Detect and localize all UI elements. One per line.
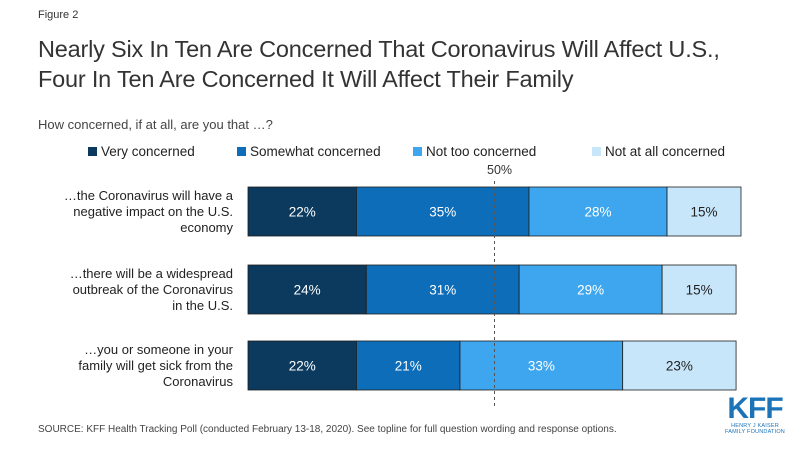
data-label: 21%: [395, 359, 422, 374]
data-label: 33%: [528, 359, 555, 374]
bar-segment: [356, 340, 461, 391]
category-label-line: economy: [180, 219, 233, 235]
legend-item-1: Very concerned: [88, 144, 195, 159]
legend-label: Not at all concerned: [605, 144, 726, 159]
bar-segment: [518, 264, 663, 315]
title-line-2: Four In Ten Are Concerned It Will Affect…: [38, 66, 574, 92]
data-label: 28%: [585, 205, 612, 220]
legend-label: Very concerned: [101, 144, 195, 159]
legend-label: Somewhat concerned: [250, 144, 381, 159]
data-label: 15%: [686, 283, 713, 298]
legend-item-3: Not too concerned: [413, 144, 536, 159]
data-label: 15%: [691, 205, 718, 220]
category-label: …there will be a widespread outbreak of t…: [20, 266, 233, 314]
category-label-line: …the Coronavirus will have a: [63, 187, 233, 203]
data-label: 22%: [289, 205, 316, 220]
category-label-line: …there will be a widespread: [69, 265, 233, 281]
bar-segment: [247, 186, 357, 237]
bar-segment: [247, 340, 357, 391]
category-label-line: negative impact on the U.S.: [73, 203, 233, 219]
legend-item-2: Somewhat concerned: [237, 144, 381, 159]
legend-item-4: Not at all concerned: [592, 144, 725, 159]
source-note: SOURCE: KFF Health Tracking Poll (conduc…: [38, 424, 617, 435]
figure-label: Figure 2: [38, 9, 79, 21]
data-label: 35%: [429, 205, 456, 220]
question-subtitle: How concerned, if at all, are you that ……: [38, 117, 273, 132]
bar-segment: [622, 340, 737, 391]
data-label: 22%: [289, 359, 316, 374]
logo-mark: KFF: [727, 392, 783, 425]
legend-label: Not too concerned: [426, 144, 537, 159]
kff-logo: KFF HENRY J KAISER FAMILY FOUNDATION: [720, 392, 790, 436]
category-label-line: family will get sick from the: [78, 357, 233, 373]
bar-segment: [247, 264, 367, 315]
category-label-line: outbreak of the Coronavirus: [72, 281, 233, 297]
category-label-line: Coronavirus: [162, 373, 233, 389]
data-label: 29%: [577, 283, 604, 298]
bar-segment: [365, 264, 520, 315]
bar-segment: [356, 186, 530, 237]
category-label-line: …you or someone in your: [84, 341, 233, 357]
chart-title: Nearly Six In Ten Are Concerned That Cor…: [38, 34, 788, 94]
bar-segment: [666, 186, 742, 237]
category-label-line: in the U.S.: [172, 297, 233, 313]
legend-swatch: [592, 147, 601, 156]
bar-segment: [459, 340, 624, 391]
category-label: …you or someone in your family will get s…: [20, 342, 233, 390]
logo-line-1: HENRY J KAISER: [731, 423, 779, 429]
logo-line-2: FAMILY FOUNDATION: [725, 429, 785, 435]
legend-swatch: [88, 147, 97, 156]
data-label: 24%: [294, 283, 321, 298]
bar-segment: [528, 186, 668, 237]
legend-swatch: [237, 147, 246, 156]
reference-line-label: 50%: [487, 163, 513, 177]
bar-segment: [661, 264, 737, 315]
title-line-1: Nearly Six In Ten Are Concerned That Cor…: [38, 36, 720, 62]
category-label: …the Coronavirus will have a negative imp…: [20, 188, 233, 236]
legend-swatch: [413, 147, 422, 156]
data-label: 23%: [666, 359, 693, 374]
data-label: 31%: [429, 283, 456, 298]
